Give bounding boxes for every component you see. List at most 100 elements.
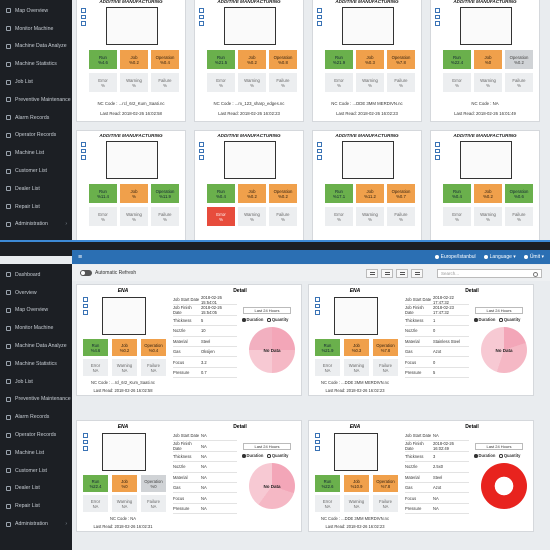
chart-icon[interactable]	[317, 142, 322, 147]
doc-icon[interactable]	[199, 21, 204, 26]
sidebar-item-monitor-machine[interactable]: Monitor Machine	[0, 319, 72, 337]
period-select[interactable]: Last 24 Hours	[243, 443, 291, 450]
machine-card[interactable]: ADDITIVE MANUFACTURING Run %21.5 Job %0.2 Ope…	[194, 0, 304, 122]
doc-icon[interactable]	[435, 155, 440, 160]
chart-icon[interactable]	[83, 433, 88, 438]
sidebar-item-preventive-maintenance[interactable]: Preventive Maintenance	[0, 391, 72, 409]
chart-icon[interactable]	[81, 8, 86, 13]
settings-button[interactable]	[411, 268, 423, 278]
sidebar-item-repair-list[interactable]: Repair List	[0, 198, 72, 216]
sidebar-item-dashboard[interactable]: Dashboard	[0, 266, 72, 284]
chart-icon[interactable]	[435, 8, 440, 13]
gear-icon[interactable]	[317, 148, 322, 153]
duration-radio[interactable]: Duration	[474, 317, 495, 322]
language-selector[interactable]: Language ▾	[483, 254, 516, 260]
gear-icon[interactable]	[435, 14, 440, 19]
sidebar-item-machine-list[interactable]: Machine List	[0, 144, 72, 162]
doc-icon[interactable]	[315, 310, 320, 315]
duration-radio[interactable]: Duration	[242, 453, 263, 458]
sidebar-item-machine-data-analyze[interactable]: Machine Data Analyze	[0, 38, 72, 56]
chart-icon[interactable]	[435, 142, 440, 147]
detail-row: Focus NA	[173, 493, 237, 504]
doc-icon[interactable]	[81, 155, 86, 160]
sidebar-item-label: Job List	[15, 378, 33, 385]
sidebar-item-map-overview[interactable]: Map Overview	[0, 302, 72, 320]
doc-icon[interactable]	[317, 21, 322, 26]
gear-icon[interactable]	[83, 303, 88, 308]
chart-icon[interactable]	[83, 297, 88, 302]
machine-card[interactable]: ADDITIVE MANUFACTURING Run %21.9 Job %0.3 Ope…	[312, 0, 422, 122]
sidebar-item-operator-records[interactable]: Operator Records	[0, 127, 72, 145]
sidebar-item-customer-list[interactable]: Customer List	[0, 162, 72, 180]
sidebar-item-administration[interactable]: Administration ›	[0, 216, 72, 234]
period-select[interactable]: Last 24 Hours	[475, 443, 523, 450]
chart-icon[interactable]	[199, 142, 204, 147]
error-status: Error%	[207, 73, 235, 92]
sidebar-item-alarm-records[interactable]: Alarm Records	[0, 408, 72, 426]
sidebar-item-operator-records[interactable]: Operator Records	[0, 426, 72, 444]
sidebar-item-preventive-maintenance[interactable]: Preventive Maintenance	[0, 91, 72, 109]
sidebar-item-alarm-records[interactable]: Alarm Records	[0, 109, 72, 127]
period-select[interactable]: Last 24 Hours	[475, 307, 523, 314]
gear-icon[interactable]	[81, 14, 86, 19]
gear-icon[interactable]	[317, 14, 322, 19]
sidebar-item-customer-list[interactable]: Customer List	[0, 462, 72, 480]
gear-icon[interactable]	[199, 148, 204, 153]
last-read: Last Read: 2018-02-26 16:02:23	[325, 388, 385, 393]
doc-icon[interactable]	[83, 310, 88, 315]
detail-view-button[interactable]	[396, 268, 408, 278]
gear-icon[interactable]	[83, 439, 88, 444]
sidebar-item-overview[interactable]: Overview	[0, 284, 72, 302]
doc-icon[interactable]	[199, 155, 204, 160]
quantity-radio[interactable]: Quantity	[499, 317, 520, 322]
quantity-radio[interactable]: Quantity	[267, 453, 288, 458]
error-status: Error NA	[83, 495, 108, 512]
chart-icon[interactable]	[315, 433, 320, 438]
duration-radio[interactable]: Duration	[474, 453, 495, 458]
sidebar-item-machine-statistics[interactable]: Machine Statistics	[0, 55, 72, 73]
chart-icon[interactable]	[81, 142, 86, 147]
sidebar-item-repair-list[interactable]: Repair List	[0, 497, 72, 515]
period-select[interactable]: Last 24 Hours	[243, 307, 291, 314]
quantity-radio[interactable]: Quantity	[267, 317, 288, 322]
user-menu[interactable]: Ümit ▾	[523, 254, 544, 260]
gear-icon[interactable]	[81, 148, 86, 153]
sidebar-item-monitor-machine[interactable]: Monitor Machine	[0, 20, 72, 38]
sidebar-item-job-list[interactable]: Job List	[0, 373, 72, 391]
sidebar-item-administration[interactable]: Administration ›	[0, 515, 72, 533]
menu-toggle-icon[interactable]: ≡	[78, 253, 83, 261]
quantity-radio[interactable]: Quantity	[499, 453, 520, 458]
timezone-selector[interactable]: Europe/Istanbul	[434, 254, 476, 260]
gear-icon[interactable]	[315, 439, 320, 444]
chart-icon[interactable]	[315, 297, 320, 302]
sidebar-item-machine-data-analyze[interactable]: Machine Data Analyze	[0, 337, 72, 355]
machine-card[interactable]: ADDITIVE MANUFACTURING Run %22.4 Job %0 Opera…	[430, 0, 540, 122]
doc-icon[interactable]	[435, 21, 440, 26]
chart-icon[interactable]	[317, 8, 322, 13]
doc-icon[interactable]	[317, 155, 322, 160]
machine-card[interactable]: ADDITIVE MANUFACTURING Run %17.1 Job %11.2 Op…	[312, 130, 422, 242]
sidebar-item-map-overview[interactable]: Map Overview	[0, 2, 72, 20]
gear-icon[interactable]	[315, 303, 320, 308]
doc-icon[interactable]	[81, 21, 86, 26]
doc-icon[interactable]	[315, 446, 320, 451]
doc-icon[interactable]	[83, 446, 88, 451]
sidebar-item-job-list[interactable]: Job List	[0, 73, 72, 91]
sidebar-item-dealer-list[interactable]: Dealer List	[0, 480, 72, 498]
machine-card[interactable]: ADDITIVE MANUFACTURING Run %11.4 Job% Operat…	[76, 130, 186, 242]
search-input[interactable]: Search...	[437, 268, 542, 278]
duration-radio[interactable]: Duration	[242, 317, 263, 322]
sidebar-item-dealer-list[interactable]: Dealer List	[0, 180, 72, 198]
machine-card[interactable]: ADDITIVE MANUFACTURING Run %4.6 Job %0.2 Oper…	[76, 0, 186, 122]
nc-code: NC Code : ...rcl_6r2_Kum_Saati.nc	[91, 380, 155, 385]
auto-refresh-toggle[interactable]	[80, 270, 92, 276]
gear-icon[interactable]	[199, 14, 204, 19]
grid-view-button[interactable]	[366, 268, 378, 278]
chart-icon[interactable]	[199, 8, 204, 13]
machine-card[interactable]: ADDITIVE MANUFACTURING Run %0.4 Job %0.2 Oper…	[194, 130, 304, 242]
sidebar-item-machine-list[interactable]: Machine List	[0, 444, 72, 462]
gear-icon[interactable]	[435, 148, 440, 153]
sidebar-item-machine-statistics[interactable]: Machine Statistics	[0, 355, 72, 373]
machine-card[interactable]: ADDITIVE MANUFACTURING Run %0.4 Job %0.2 Oper…	[430, 130, 540, 242]
list-view-button[interactable]	[381, 268, 393, 278]
